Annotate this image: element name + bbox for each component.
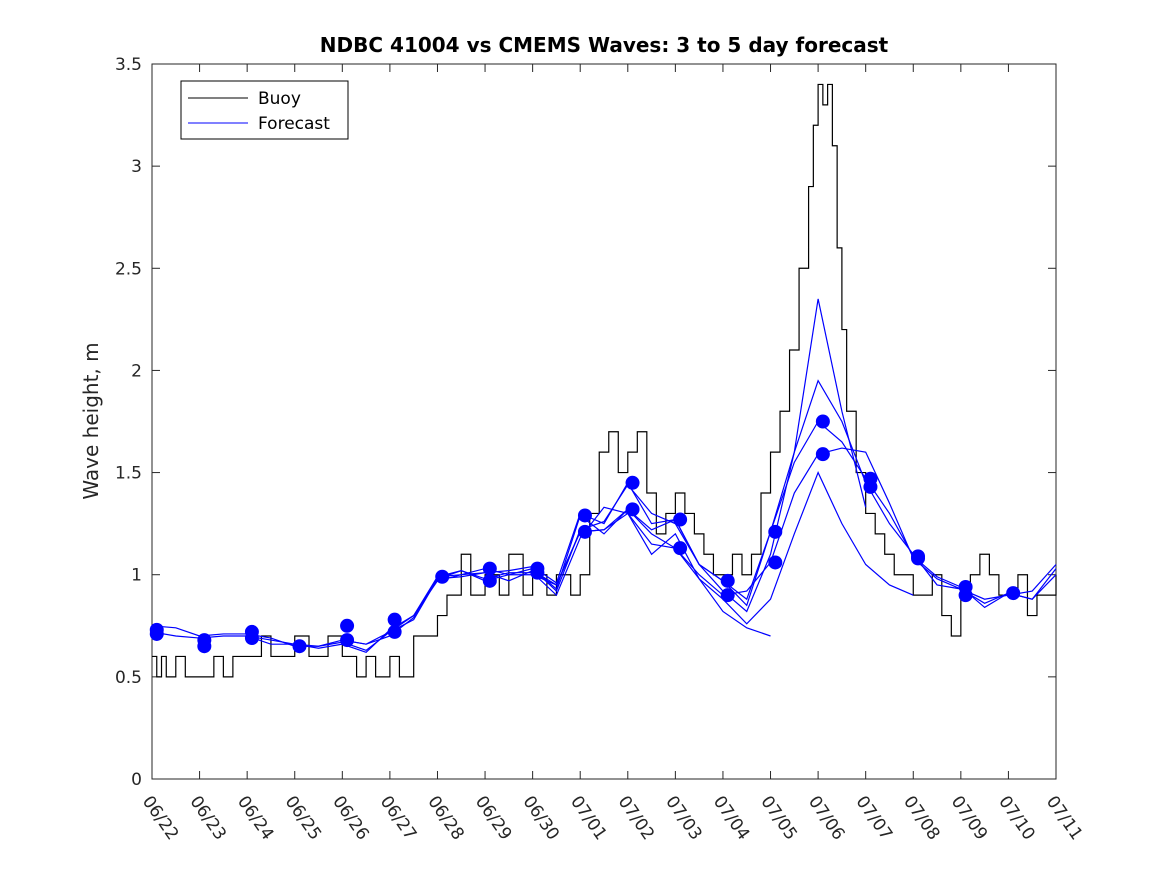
forecast-marker — [625, 502, 640, 517]
legend-box — [180, 80, 349, 140]
y-tick-label: 3 — [131, 157, 142, 177]
forecast-marker — [577, 524, 592, 539]
forecast-marker — [815, 414, 830, 429]
forecast-marker — [1006, 586, 1021, 601]
forecast-marker — [673, 541, 688, 556]
forecast-marker — [863, 479, 878, 494]
forecast-marker — [435, 569, 450, 584]
y-tick-label: 3.5 — [115, 55, 142, 75]
forecast-marker — [244, 631, 259, 646]
y-tick-label: 1.5 — [115, 464, 142, 484]
legend: Buoy Forecast — [180, 80, 349, 140]
y-axis-label: Wave height, m — [79, 342, 103, 499]
forecast-marker — [768, 524, 783, 539]
forecast-marker — [482, 573, 497, 588]
forecast-marker — [149, 626, 164, 641]
forecast-marker — [530, 565, 545, 580]
forecast-marker — [387, 612, 402, 627]
forecast-marker — [720, 573, 735, 588]
chart-title: NDBC 41004 vs CMEMS Waves: 3 to 5 day fo… — [320, 33, 889, 57]
forecast-marker — [340, 618, 355, 633]
y-tick-label: 0 — [131, 770, 142, 790]
forecast-marker — [625, 475, 640, 490]
forecast-marker — [197, 639, 212, 654]
forecast-marker — [815, 447, 830, 462]
forecast-marker — [482, 561, 497, 576]
forecast-marker — [577, 508, 592, 523]
y-tick-label: 2 — [131, 361, 142, 381]
legend-buoy-label: Buoy — [258, 89, 301, 109]
y-tick-label: 2.5 — [115, 259, 142, 279]
forecast-marker — [673, 512, 688, 527]
y-tick-label: 1 — [131, 566, 142, 586]
forecast-marker — [292, 639, 307, 654]
forecast-marker — [387, 624, 402, 639]
legend-forecast-label: Forecast — [258, 114, 330, 134]
forecast-marker — [768, 555, 783, 570]
forecast-marker — [958, 588, 973, 603]
forecast-marker — [911, 551, 926, 566]
y-tick-label: 0.5 — [115, 668, 142, 688]
forecast-marker — [340, 633, 355, 648]
forecast-marker — [720, 588, 735, 603]
buoy-series-line — [152, 83, 1057, 678]
axes-box — [151, 63, 1057, 780]
